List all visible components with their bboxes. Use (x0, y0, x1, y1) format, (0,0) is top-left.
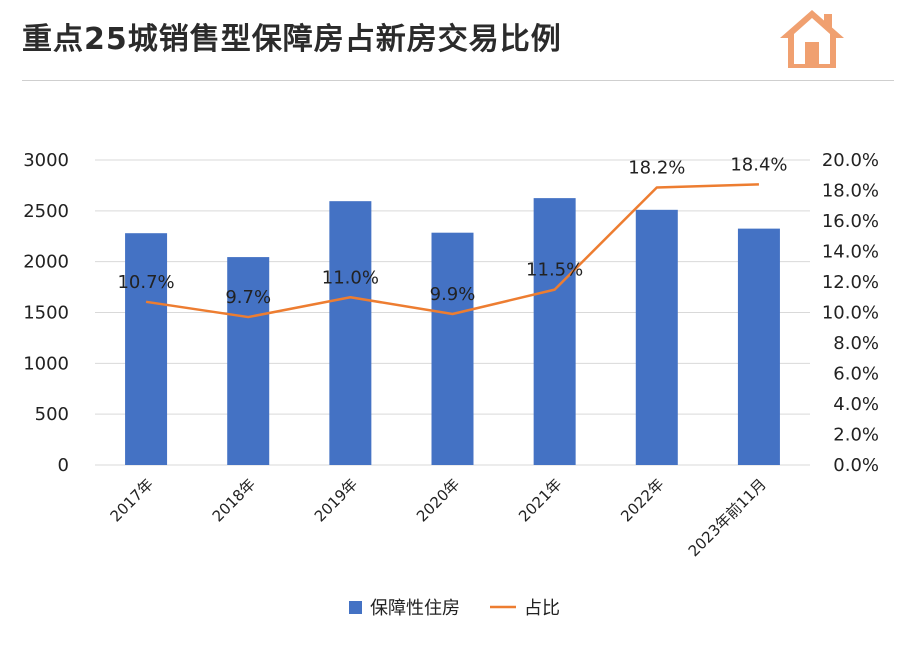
data-labels: 10.7% 9.7% 11.0% 9.9% 11.5% 18.2% 18.4% (117, 154, 787, 308)
right-tick-label: 16.0% (822, 211, 879, 232)
bar (125, 233, 167, 465)
data-label: 18.2% (628, 157, 685, 178)
left-tick-label: 2000 (23, 252, 69, 273)
x-tick-label: 2017年 (107, 475, 157, 525)
legend: 保障性住房 占比 (349, 598, 560, 619)
x-tick-label: 2022年 (617, 475, 667, 525)
right-tick-label: 18.0% (822, 181, 879, 202)
data-label: 11.0% (322, 267, 379, 288)
bar (636, 210, 678, 465)
x-axis: 2017年 2018年 2019年 2020年 2021年 2022年 2023年前11月 (107, 475, 770, 560)
data-label: 9.9% (430, 284, 476, 305)
legend-bar-label: 保障性住房 (370, 598, 460, 619)
right-axis: 0.0% 2.0% 4.0% 6.0% 8.0% 10.0% 12.0% 14.0% 16.0%… (822, 150, 879, 476)
x-tick-label: 2020年 (413, 475, 463, 525)
left-tick-label: 500 (35, 404, 69, 425)
bars (125, 198, 780, 465)
right-tick-label: 4.0% (833, 394, 879, 415)
x-tick-label: 2023年前11月 (685, 475, 770, 560)
x-tick-label: 2018年 (209, 475, 259, 525)
left-tick-label: 2500 (23, 201, 69, 222)
legend-line-label: 占比 (524, 598, 560, 619)
left-tick-label: 1000 (23, 353, 69, 374)
bar (534, 198, 576, 465)
x-tick-label: 2021年 (515, 475, 565, 525)
right-tick-label: 14.0% (822, 242, 879, 263)
left-axis: 0 500 1000 1500 2000 2500 3000 (23, 150, 69, 476)
data-label: 9.7% (225, 287, 271, 308)
data-label: 18.4% (730, 154, 787, 175)
left-tick-label: 1500 (23, 303, 69, 324)
data-label: 10.7% (117, 272, 174, 293)
left-tick-label: 0 (58, 455, 69, 476)
right-tick-label: 2.0% (833, 425, 879, 446)
x-tick-label: 2019年 (311, 475, 361, 525)
right-tick-label: 20.0% (822, 150, 879, 171)
bar (329, 201, 371, 465)
right-tick-label: 0.0% (833, 455, 879, 476)
data-label: 11.5% (526, 260, 583, 281)
bar (738, 229, 780, 465)
right-tick-label: 10.0% (822, 303, 879, 324)
bar (432, 233, 474, 465)
right-tick-label: 8.0% (833, 333, 879, 354)
left-tick-label: 3000 (23, 150, 69, 171)
right-tick-label: 6.0% (833, 364, 879, 385)
legend-bar-swatch (349, 601, 362, 614)
right-tick-label: 12.0% (822, 272, 879, 293)
